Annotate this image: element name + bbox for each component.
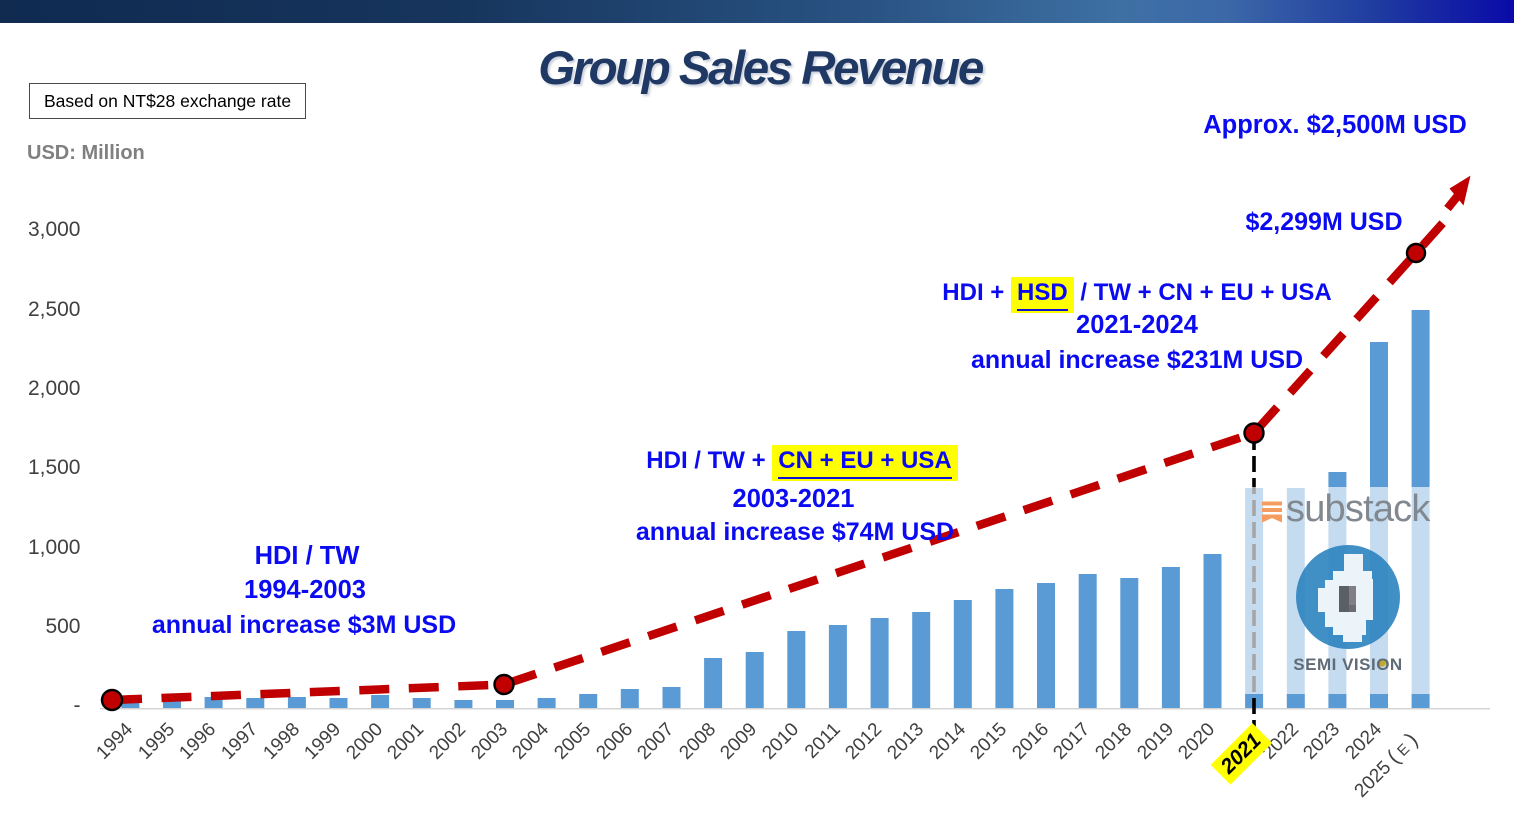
svg-text:SEMI VISION: SEMI VISION: [1293, 655, 1402, 674]
svg-text:substack: substack: [1286, 488, 1431, 530]
